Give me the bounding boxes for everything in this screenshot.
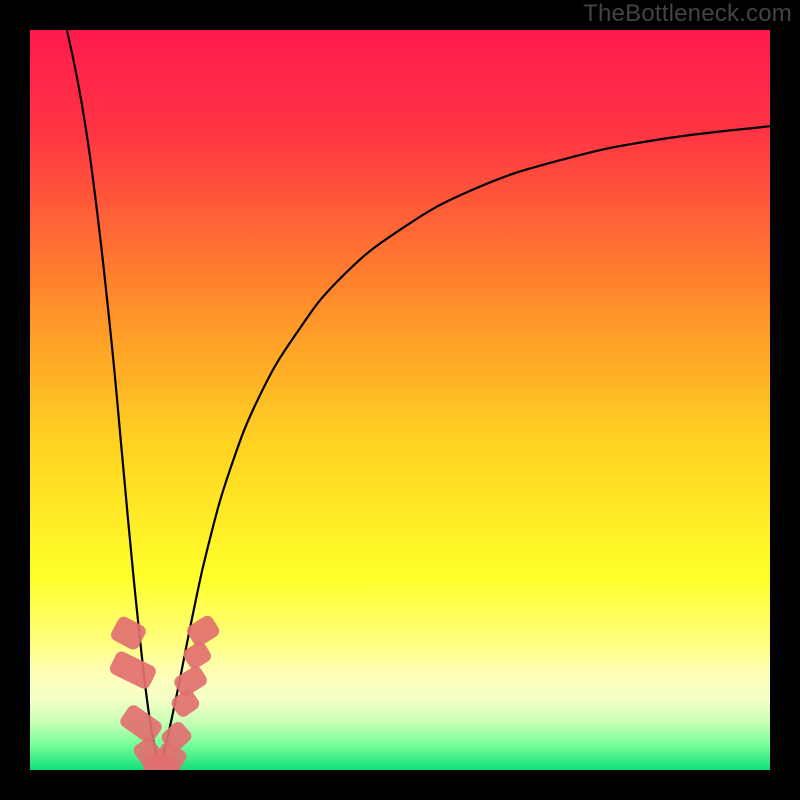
chart-svg xyxy=(30,30,770,770)
stage: TheBottleneck.com xyxy=(0,0,800,800)
chart-background xyxy=(30,30,770,770)
plot-area xyxy=(30,30,770,770)
watermark-text: TheBottleneck.com xyxy=(583,0,792,28)
